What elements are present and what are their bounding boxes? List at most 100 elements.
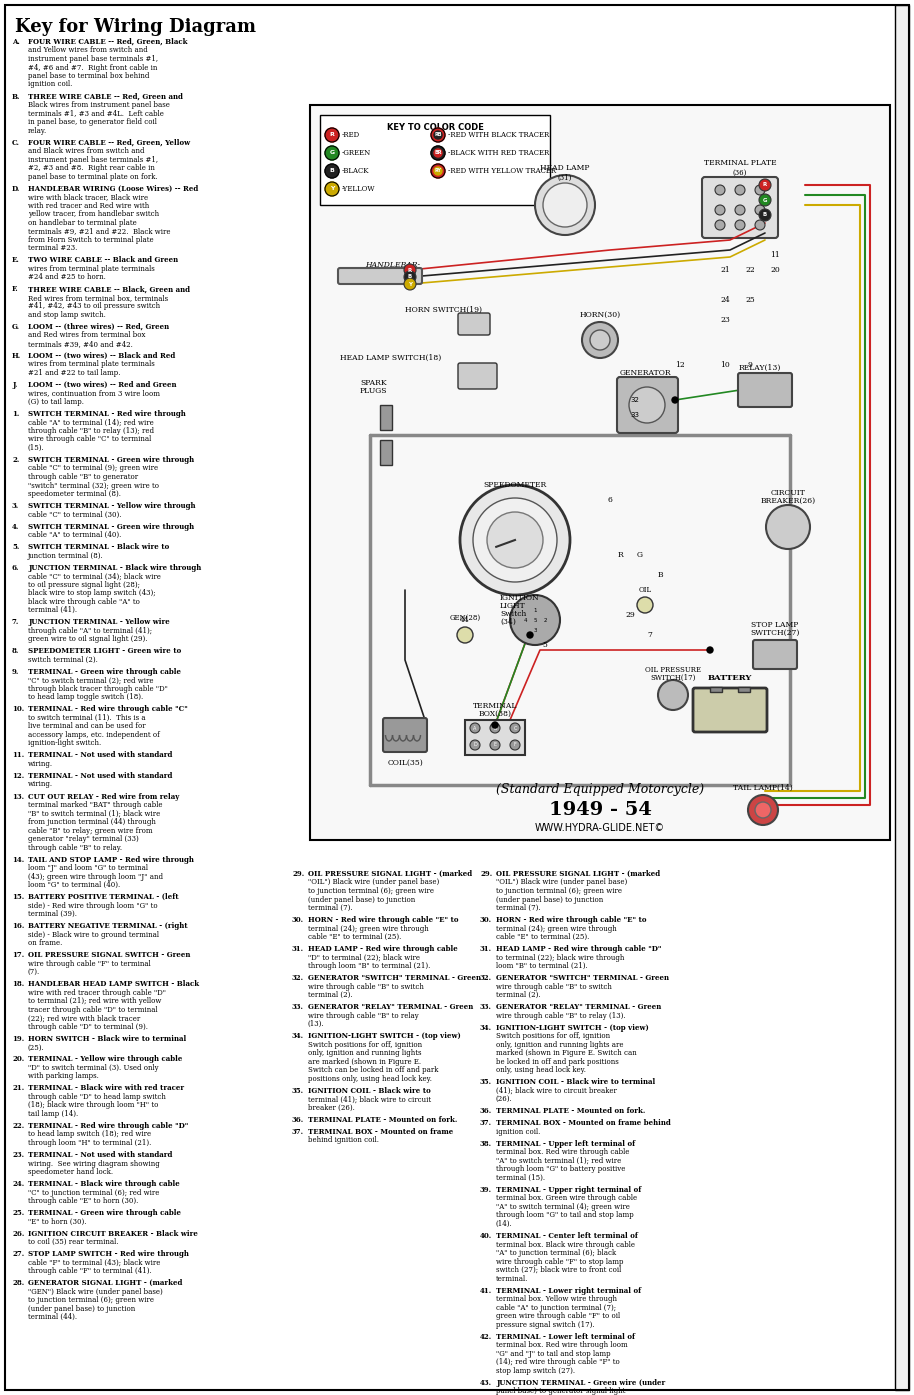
Text: through cable "E" to horn (30).: through cable "E" to horn (30). — [28, 1197, 138, 1205]
Text: on frame.: on frame. — [28, 939, 62, 947]
Text: through cable "B" to relay.: through cable "B" to relay. — [28, 844, 122, 851]
Text: (15).: (15). — [28, 444, 45, 452]
Text: 34.: 34. — [292, 1032, 304, 1041]
Text: 23: 23 — [720, 317, 730, 324]
Text: to head lamp switch (18); red wire: to head lamp switch (18); red wire — [28, 1130, 151, 1138]
Text: OIL PRESSURE SIGNAL LIGHT - (marked: OIL PRESSURE SIGNAL LIGHT - (marked — [496, 870, 660, 877]
Text: terminal (7).: terminal (7). — [308, 904, 353, 912]
Text: SWITCH TERMINAL - Green wire through: SWITCH TERMINAL - Green wire through — [28, 456, 194, 465]
Text: (14).: (14). — [496, 1221, 513, 1228]
Bar — [320, 114, 550, 205]
Text: 17.: 17. — [12, 951, 25, 960]
Text: 6: 6 — [608, 497, 612, 504]
Text: Switch positions for off, ignition: Switch positions for off, ignition — [496, 1032, 611, 1041]
Text: 32.: 32. — [480, 974, 492, 982]
Text: 5.: 5. — [12, 543, 19, 551]
Text: B: B — [330, 169, 335, 173]
Text: Y: Y — [408, 282, 412, 286]
Text: side) - Black wire to ground terminal: side) - Black wire to ground terminal — [28, 930, 159, 939]
Text: cable "E" to terminal (25).: cable "E" to terminal (25). — [496, 933, 590, 942]
Text: cable "E" to terminal (25).: cable "E" to terminal (25). — [308, 933, 401, 942]
Text: TERMINAL - Green wire through cable: TERMINAL - Green wire through cable — [28, 668, 181, 675]
Text: OIL: OIL — [639, 586, 652, 594]
Text: to coil (35) rear terminal.: to coil (35) rear terminal. — [28, 1239, 119, 1246]
Text: PLUGS: PLUGS — [360, 386, 388, 395]
Text: 7.: 7. — [12, 618, 19, 626]
Text: (14); red wire through cable "F" to: (14); red wire through cable "F" to — [496, 1359, 620, 1366]
Text: Y: Y — [330, 187, 335, 191]
Text: instrument panel base terminals #1,: instrument panel base terminals #1, — [28, 156, 158, 163]
Text: SWITCH(27): SWITCH(27) — [750, 629, 800, 638]
Text: HEAD LAMP - Red wire through cable: HEAD LAMP - Red wire through cable — [308, 944, 458, 953]
Text: loom "J" and loom "G" to terminal: loom "J" and loom "G" to terminal — [28, 864, 148, 872]
Text: D.: D. — [12, 184, 20, 193]
Text: (under panel base) to junction: (under panel base) to junction — [28, 1304, 135, 1313]
Circle shape — [510, 596, 560, 644]
Text: 15.: 15. — [12, 893, 25, 901]
Text: 35.: 35. — [480, 1078, 492, 1087]
Text: STOP LAMP SWITCH - Red wire through: STOP LAMP SWITCH - Red wire through — [28, 1250, 189, 1258]
Text: FOUR WIRE CABLE -- Red, Green, Black: FOUR WIRE CABLE -- Red, Green, Black — [28, 38, 187, 46]
Text: ignition-light switch.: ignition-light switch. — [28, 739, 101, 748]
Text: HORN - Red wire through cable "E" to: HORN - Red wire through cable "E" to — [496, 917, 646, 923]
Text: 10: 10 — [720, 361, 730, 370]
Text: terminal (2).: terminal (2). — [308, 992, 353, 999]
Text: black wire to stop lamp switch (43);: black wire to stop lamp switch (43); — [28, 589, 155, 597]
Circle shape — [431, 165, 445, 179]
Text: "D" to switch terminal (3). Used only: "D" to switch terminal (3). Used only — [28, 1064, 159, 1071]
Text: terminal (44).: terminal (44). — [28, 1313, 77, 1321]
Text: through cable "D" to terminal (9).: through cable "D" to terminal (9). — [28, 1023, 148, 1031]
FancyBboxPatch shape — [458, 363, 497, 389]
Circle shape — [629, 386, 665, 423]
Text: F: F — [514, 742, 516, 748]
Text: TERMINAL BOX - Mounted on frame: TERMINAL BOX - Mounted on frame — [308, 1129, 453, 1136]
Text: TERMINAL - Red wire through cable "C": TERMINAL - Red wire through cable "C" — [28, 706, 187, 713]
Text: wire through cable "C" to terminal: wire through cable "C" to terminal — [28, 435, 151, 444]
Text: TERMINAL BOX - Mounted on frame behind: TERMINAL BOX - Mounted on frame behind — [496, 1119, 671, 1127]
Text: HEAD LAMP SWITCH(18): HEAD LAMP SWITCH(18) — [340, 354, 441, 361]
Text: with red tracer and Red wire with: with red tracer and Red wire with — [28, 202, 149, 209]
Text: cable "C" to terminal (30).: cable "C" to terminal (30). — [28, 511, 122, 519]
Text: to oil pressure signal light (28);: to oil pressure signal light (28); — [28, 580, 140, 589]
Text: terminal box. Red wire through loom: terminal box. Red wire through loom — [496, 1341, 628, 1349]
Text: TERMINAL - Not used with standard: TERMINAL - Not used with standard — [28, 1151, 173, 1159]
Text: accessory lamps, etc. independent of: accessory lamps, etc. independent of — [28, 731, 160, 739]
Circle shape — [590, 331, 610, 350]
FancyBboxPatch shape — [738, 372, 792, 407]
Text: Switch can be locked in off and park: Switch can be locked in off and park — [308, 1066, 439, 1074]
Text: #24 and #25 to horn.: #24 and #25 to horn. — [28, 273, 106, 282]
FancyBboxPatch shape — [702, 177, 778, 239]
Circle shape — [470, 739, 480, 751]
Text: 42.: 42. — [480, 1332, 493, 1341]
Text: G.: G. — [12, 322, 20, 331]
Text: 37.: 37. — [480, 1119, 492, 1127]
Text: speedometer hand lock.: speedometer hand lock. — [28, 1168, 113, 1176]
Text: 11.: 11. — [12, 752, 25, 759]
Text: terminal (24); green wire through: terminal (24); green wire through — [496, 925, 617, 932]
Text: to head lamp toggle switch (18).: to head lamp toggle switch (18). — [28, 693, 143, 702]
FancyBboxPatch shape — [753, 640, 797, 670]
Text: 12: 12 — [675, 361, 685, 370]
Text: wire through cable "B" to switch: wire through cable "B" to switch — [496, 982, 611, 990]
Text: (under panel base) to junction: (under panel base) to junction — [496, 896, 603, 904]
Text: terminal box. Red wire through cable: terminal box. Red wire through cable — [496, 1148, 630, 1156]
Text: terminal (39).: terminal (39). — [28, 910, 77, 918]
Text: terminal (41).: terminal (41). — [28, 607, 77, 614]
Circle shape — [510, 739, 520, 751]
Text: side) - Red wire through loom "G" to: side) - Red wire through loom "G" to — [28, 901, 157, 910]
Text: through cable "B" to generator: through cable "B" to generator — [28, 473, 138, 481]
Text: (36): (36) — [733, 169, 747, 177]
Text: THREE WIRE CABLE -- Black, Green and: THREE WIRE CABLE -- Black, Green and — [28, 285, 190, 293]
Text: 31.: 31. — [480, 944, 492, 953]
Text: CIRCUIT: CIRCUIT — [771, 490, 805, 497]
Text: "E" to horn (30).: "E" to horn (30). — [28, 1218, 87, 1226]
Text: CUT OUT RELAY - Red wire from relay: CUT OUT RELAY - Red wire from relay — [28, 792, 179, 801]
Text: 29: 29 — [625, 611, 635, 619]
Text: G: G — [763, 198, 767, 202]
Text: A.: A. — [12, 38, 20, 46]
Text: (under panel base) to junction: (under panel base) to junction — [308, 896, 415, 904]
Text: Black wires from instrument panel base: Black wires from instrument panel base — [28, 100, 170, 109]
Text: BATTERY NEGATIVE TERMINAL - (right: BATTERY NEGATIVE TERMINAL - (right — [28, 922, 187, 930]
Text: SPEEDOMETER LIGHT - Green wire to: SPEEDOMETER LIGHT - Green wire to — [28, 647, 181, 656]
Circle shape — [434, 131, 442, 140]
